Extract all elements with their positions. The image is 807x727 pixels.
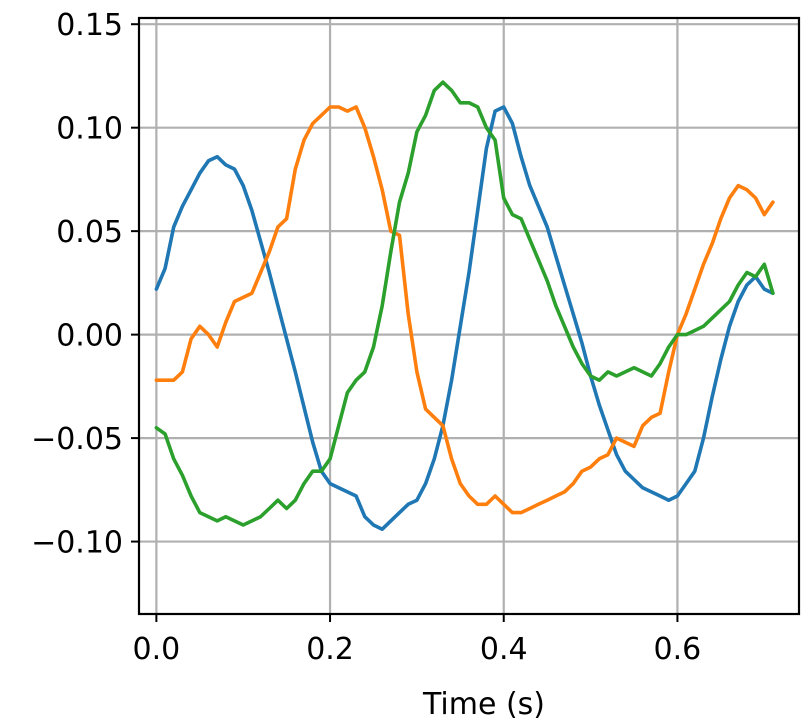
series-line-1	[154, 105, 775, 532]
y-tick-label: −0.05	[31, 422, 123, 457]
y-tick-label: 0.05	[56, 215, 123, 250]
series-line-3	[154, 80, 775, 527]
grid-lines	[139, 18, 799, 614]
plot-frame	[137, 16, 801, 616]
x-tick-label: 0.0	[133, 632, 181, 667]
series-line-2	[154, 105, 775, 515]
series-lines	[154, 80, 775, 532]
y-axis-ticks: −0.10 −0.05 0.00 0.05 0.10 0.15	[31, 8, 139, 561]
y-tick-label: 0.10	[56, 112, 123, 147]
x-tick-label: 0.4	[480, 632, 528, 667]
y-tick-label: 0.00	[56, 319, 123, 354]
x-axis-label: Time (s)	[422, 687, 545, 722]
y-tick-label: 0.15	[56, 8, 123, 43]
y-tick-label: −0.10	[31, 526, 123, 561]
x-tick-label: 0.6	[654, 632, 702, 667]
x-tick-label: 0.2	[306, 632, 354, 667]
x-axis-ticks: 0.0 0.2 0.4 0.6	[133, 614, 702, 667]
